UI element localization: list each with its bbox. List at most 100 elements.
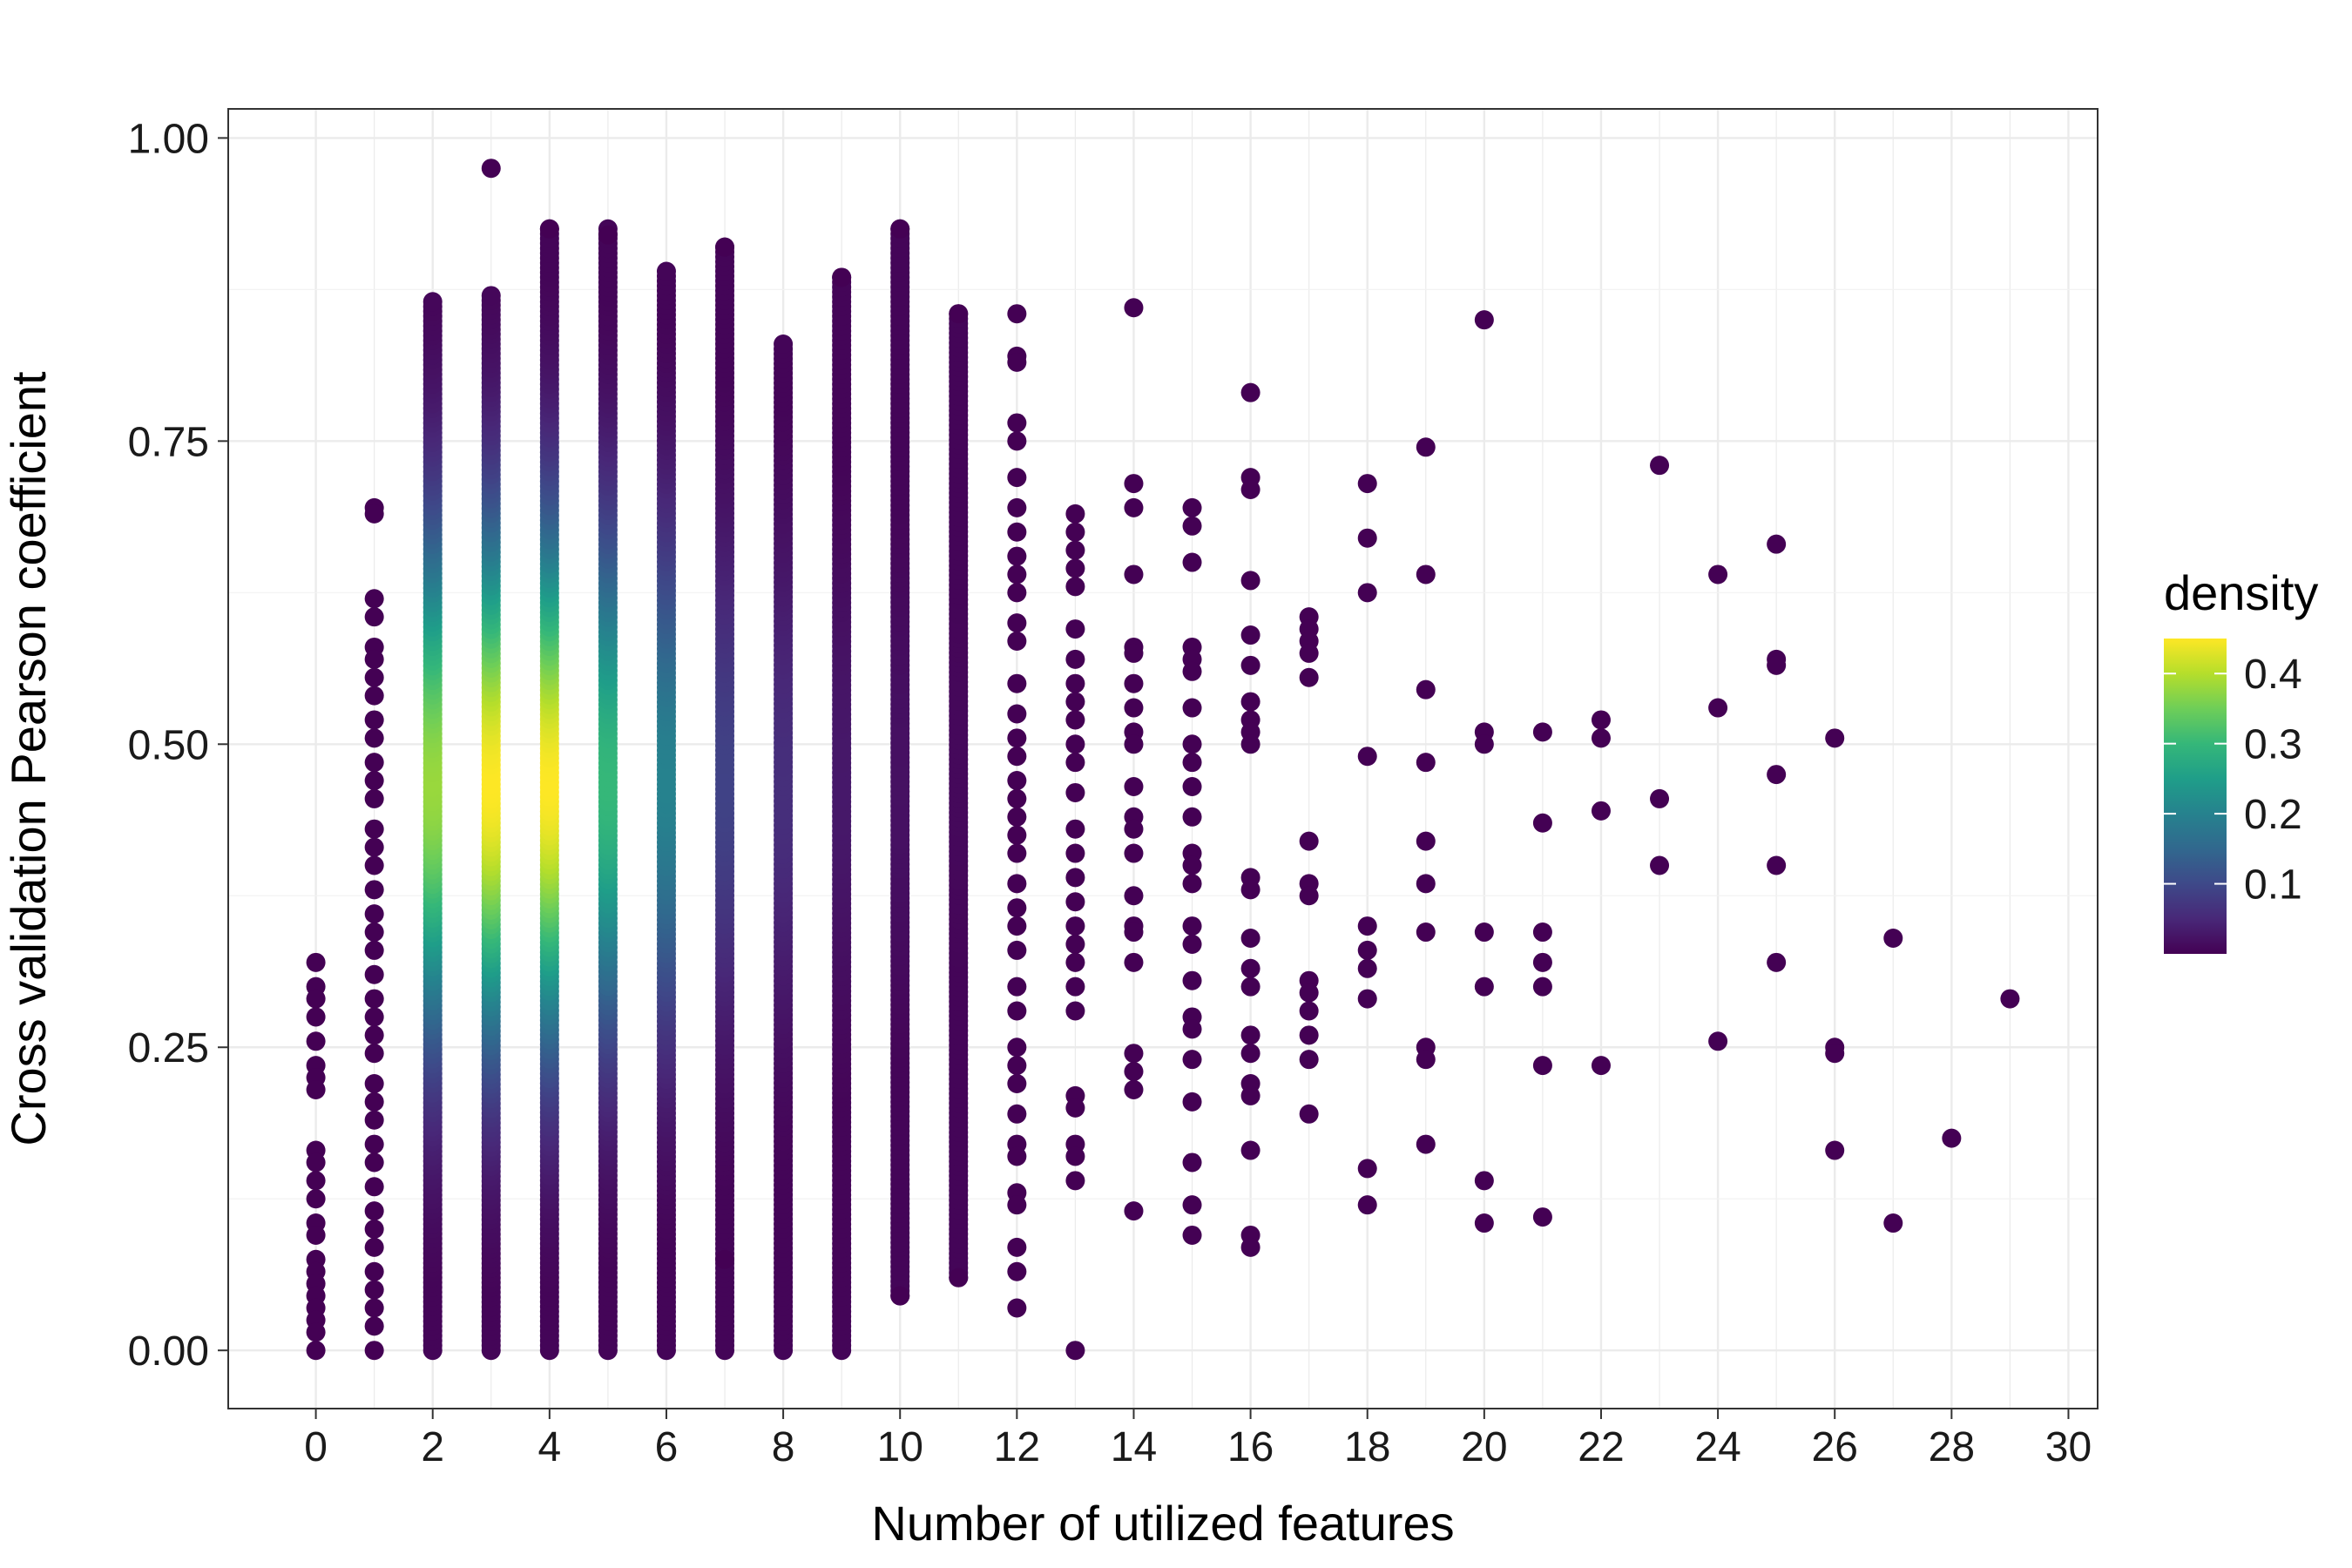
data-point bbox=[1767, 655, 1787, 675]
data-point bbox=[1007, 843, 1027, 863]
data-point bbox=[364, 667, 384, 687]
data-point bbox=[1182, 497, 1202, 517]
data-point bbox=[1124, 777, 1144, 797]
data-point bbox=[1240, 958, 1260, 978]
panel-border bbox=[227, 108, 2099, 1409]
data-point bbox=[1416, 753, 1436, 773]
data-point bbox=[1007, 807, 1027, 827]
data-point bbox=[1357, 583, 1377, 603]
data-point bbox=[1591, 801, 1611, 821]
data-point bbox=[1532, 722, 1552, 742]
x-tick-label: 30 bbox=[2045, 1424, 2092, 1470]
data-point bbox=[1532, 952, 1552, 972]
data-point bbox=[1065, 1341, 1085, 1361]
data-point bbox=[1474, 310, 1494, 330]
legend-colorbar bbox=[2164, 639, 2227, 954]
data-point bbox=[306, 1189, 326, 1209]
data-point bbox=[1299, 831, 1319, 851]
data-point bbox=[306, 1079, 326, 1099]
data-point bbox=[1240, 692, 1260, 712]
data-point bbox=[364, 1177, 384, 1197]
data-point bbox=[1124, 1044, 1144, 1064]
data-point bbox=[1065, 819, 1085, 839]
data-point bbox=[1357, 1159, 1377, 1179]
data-point bbox=[1007, 431, 1027, 451]
data-point bbox=[1065, 577, 1085, 597]
data-point bbox=[364, 788, 384, 808]
legend-ticks: 0.1 0.2 0.3 0.4 bbox=[2164, 652, 2302, 909]
data-point bbox=[1007, 747, 1027, 767]
data-point bbox=[364, 1341, 384, 1361]
y-axis: 0.00 0.25 0.50 0.75 1.00 bbox=[128, 116, 228, 1375]
data-point bbox=[890, 219, 910, 239]
data-point bbox=[1007, 564, 1027, 585]
data-point bbox=[364, 1237, 384, 1257]
data-point bbox=[1065, 504, 1085, 524]
data-point bbox=[1825, 1140, 1845, 1160]
data-point bbox=[1825, 728, 1845, 748]
data-point bbox=[598, 225, 618, 245]
data-point bbox=[1065, 868, 1085, 888]
data-point bbox=[1007, 1056, 1027, 1076]
data-point bbox=[364, 1298, 384, 1318]
data-point bbox=[364, 589, 384, 609]
data-point bbox=[1182, 516, 1202, 536]
data-point bbox=[1416, 874, 1436, 894]
data-point bbox=[715, 237, 735, 257]
data-point bbox=[1416, 1134, 1436, 1154]
data-point bbox=[539, 219, 559, 239]
data-point bbox=[656, 261, 676, 281]
x-tick-label: 28 bbox=[1929, 1424, 1975, 1470]
x-tick-label: 16 bbox=[1227, 1424, 1274, 1470]
legend-tick-label: 0.3 bbox=[2244, 722, 2302, 768]
data-point bbox=[1124, 819, 1144, 839]
data-point bbox=[1240, 1044, 1260, 1064]
x-axis-title: Number of utilized features bbox=[871, 1496, 1454, 1551]
data-point bbox=[364, 1261, 384, 1281]
data-point bbox=[364, 753, 384, 773]
data-point bbox=[1182, 1019, 1202, 1039]
data-point bbox=[1007, 788, 1027, 808]
data-point bbox=[364, 771, 384, 791]
data-point bbox=[1007, 613, 1027, 633]
data-point bbox=[832, 267, 852, 287]
x-tick-label: 26 bbox=[1812, 1424, 1858, 1470]
data-point bbox=[1065, 977, 1085, 997]
x-tick-label: 12 bbox=[994, 1424, 1040, 1470]
data-point bbox=[1532, 923, 1552, 943]
x-tick-label: 18 bbox=[1344, 1424, 1390, 1470]
data-point bbox=[1240, 625, 1260, 645]
data-point bbox=[1240, 571, 1260, 591]
data-point bbox=[306, 989, 326, 1009]
data-point bbox=[1650, 788, 1670, 808]
data-point bbox=[1007, 1237, 1027, 1257]
data-point bbox=[481, 159, 501, 179]
data-point bbox=[1883, 1213, 1903, 1233]
data-point bbox=[306, 952, 326, 972]
data-point bbox=[1007, 771, 1027, 791]
data-point bbox=[364, 710, 384, 730]
data-point bbox=[1240, 977, 1260, 997]
data-point bbox=[1240, 880, 1260, 900]
x-tick-label: 24 bbox=[1694, 1424, 1740, 1470]
data-point bbox=[1182, 874, 1202, 894]
data-point bbox=[1591, 710, 1611, 730]
data-point bbox=[364, 1280, 384, 1300]
data-point bbox=[1474, 923, 1494, 943]
data-point bbox=[1065, 892, 1085, 912]
data-point bbox=[2000, 989, 2020, 1009]
data-point bbox=[422, 292, 443, 312]
data-point bbox=[949, 1267, 969, 1288]
data-point bbox=[1007, 874, 1027, 894]
x-tick-label: 10 bbox=[877, 1424, 923, 1470]
data-point bbox=[1299, 643, 1319, 663]
data-point bbox=[1299, 886, 1319, 906]
data-point bbox=[1007, 1001, 1027, 1021]
data-point bbox=[1708, 564, 1728, 585]
data-point bbox=[1065, 649, 1085, 669]
data-point bbox=[1065, 1001, 1085, 1021]
data-point bbox=[1007, 825, 1027, 845]
data-point bbox=[1240, 1085, 1260, 1105]
data-point bbox=[774, 335, 794, 355]
data-point bbox=[364, 728, 384, 748]
